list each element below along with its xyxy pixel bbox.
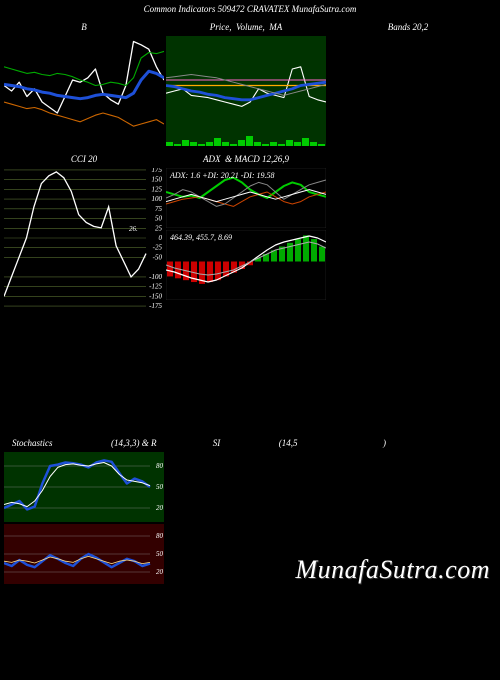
chart-cci: 175 150125 100 75 5025 0 -25-50 -100 -125-150 -17… — [4, 168, 164, 308]
svg-text:20: 20 — [156, 568, 164, 576]
svg-text:150: 150 — [152, 176, 163, 184]
panel-adx-macd: ADX & MACD 12,26,9 ADX: 1.6 +DI: 20.21 -… — [166, 154, 326, 308]
svg-text:80: 80 — [156, 462, 164, 470]
svg-text:-125: -125 — [149, 283, 162, 291]
svg-text:75: 75 — [155, 205, 163, 213]
panel-price: Price, Volume, MA — [166, 22, 326, 146]
row-1: B Price, Volume, MA Bands 20,2 — [0, 22, 500, 146]
svg-text:100: 100 — [152, 195, 163, 203]
svg-text:-25: -25 — [153, 244, 163, 252]
panel-bands: Bands 20,2 — [328, 22, 488, 146]
chart-price — [166, 36, 326, 146]
svg-text:464.39, 455.7, 8.69: 464.39, 455.7, 8.69 — [170, 233, 232, 242]
svg-text:-150: -150 — [149, 292, 162, 300]
svg-text:26.: 26. — [129, 225, 138, 233]
svg-text:-50: -50 — [153, 253, 163, 261]
svg-text:20: 20 — [156, 504, 164, 512]
title-price: Price, Volume, MA — [166, 22, 326, 34]
title-stoch: Stochastics (14,3,3) & R SI (14,5 ) — [4, 438, 496, 450]
title-adx: ADX & MACD 12,26,9 — [166, 154, 326, 166]
row-2: CCI 20 175 150125 100 75 5025 0 -25-50 -100 -125… — [0, 154, 500, 308]
page-header: Common Indicators 509472 CRAVATEX Munafa… — [0, 0, 500, 18]
svg-text:175: 175 — [152, 168, 163, 174]
panel-b: B — [4, 22, 164, 146]
title-cci: CCI 20 — [4, 154, 164, 166]
title-b: B — [4, 22, 164, 34]
watermark: MunafaSutra.com — [295, 555, 490, 585]
svg-text:125: 125 — [152, 185, 163, 193]
svg-text:25: 25 — [155, 224, 163, 232]
chart-b — [4, 36, 164, 146]
header-text: Common Indicators 509472 CRAVATEX Munafa… — [144, 4, 357, 14]
chart-rsi: 80 50 20 — [4, 524, 164, 584]
svg-text:50: 50 — [156, 483, 164, 491]
panel-cci: CCI 20 175 150125 100 75 5025 0 -25-50 -100 -125… — [4, 154, 164, 308]
svg-text:80: 80 — [156, 532, 164, 540]
svg-text:50: 50 — [156, 550, 164, 558]
svg-text:ADX: 1.6 +DI: 20.21 -DI: 19.: ADX: 1.6 +DI: 20.21 -DI: 19.58 — [169, 171, 275, 180]
title-bands: Bands 20,2 — [328, 22, 488, 34]
chart-stoch: 80 50 20 — [4, 452, 164, 522]
svg-text:0: 0 — [159, 234, 163, 242]
chart-macd: 464.39, 455.7, 8.69 — [166, 230, 326, 300]
chart-bands — [328, 36, 488, 146]
chart-adx: ADX: 1.6 +DI: 20.21 -DI: 19.58 — [166, 168, 326, 228]
svg-text:-100: -100 — [149, 273, 162, 281]
svg-text:-175: -175 — [149, 302, 162, 308]
svg-text:50: 50 — [155, 215, 163, 223]
